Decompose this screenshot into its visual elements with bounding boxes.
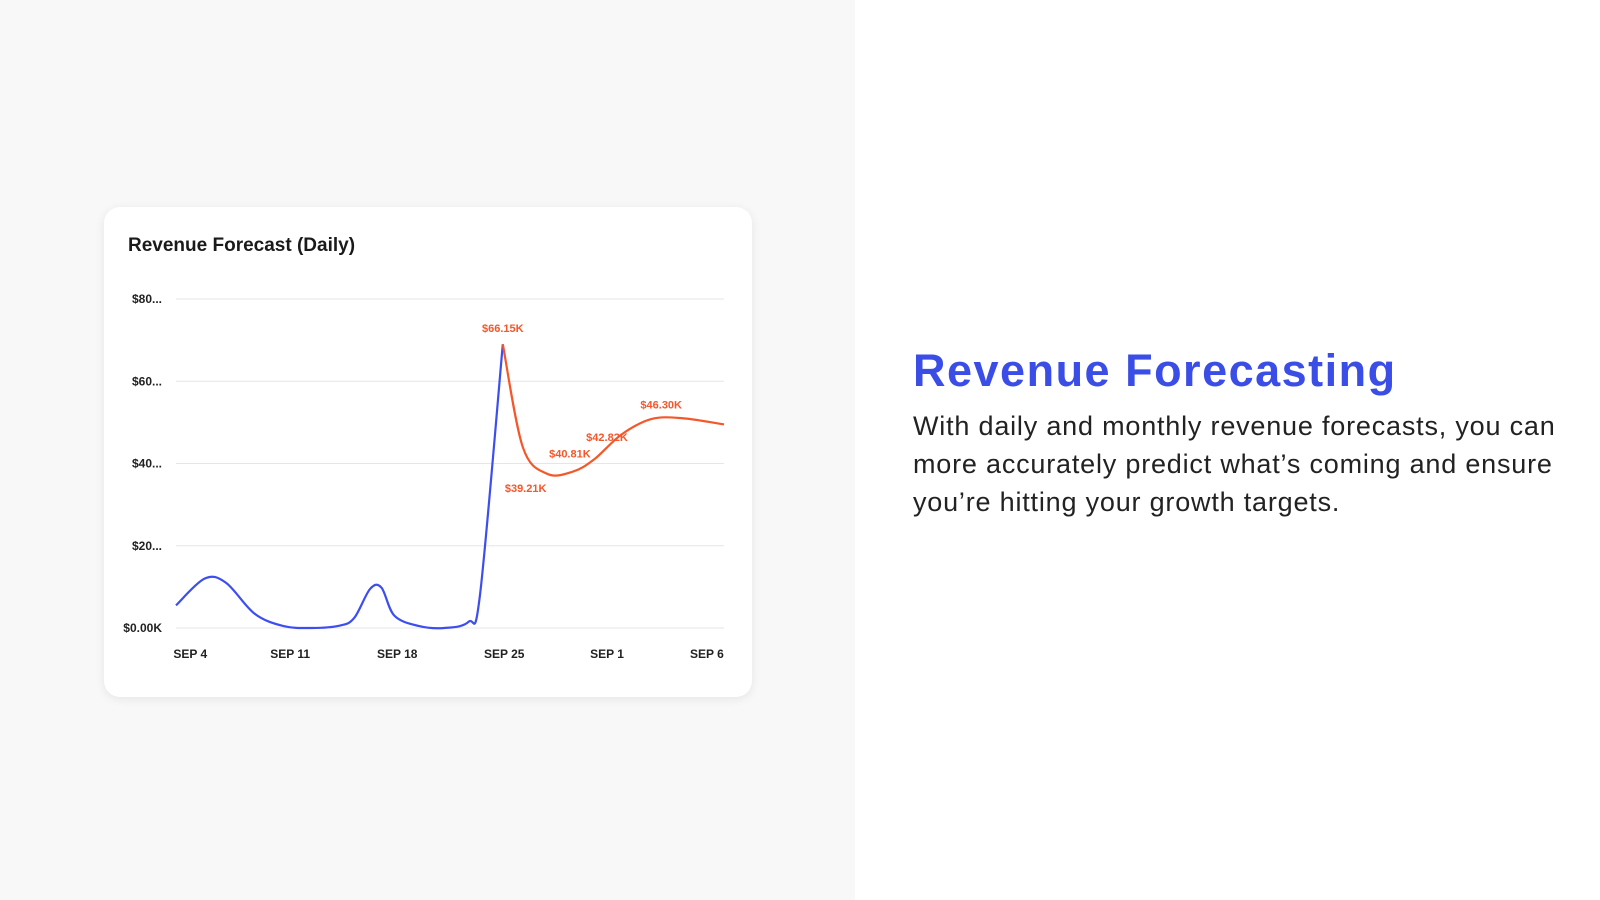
data-label: $40.81K [549, 449, 591, 461]
revenue-line-chart: $0.00K $20... $40... $60... $80... SEP 4 SEP 1… [123, 292, 725, 661]
data-label: $39.21K [505, 483, 547, 495]
feature-description: Revenue Forecasting With daily and month… [913, 345, 1573, 521]
y-tick-label: $20... [132, 539, 162, 553]
x-tick-label: SEP 18 [377, 647, 418, 661]
y-tick-label: $60... [132, 374, 162, 388]
x-tick-label: SEP 25 [484, 647, 525, 661]
x-tick-label: SEP 11 [270, 647, 310, 661]
left-panel: Revenue Forecast (Daily) $0.00K $20... $40… [104, 207, 752, 697]
feature-heading: Revenue Forecasting [913, 345, 1397, 396]
data-label: $42.82K [586, 432, 628, 444]
y-tick-label: $0.00K [123, 621, 162, 635]
y-tick-label: $40... [132, 457, 162, 471]
x-tick-label: SEP 4 [173, 647, 207, 661]
series-line-actual [175, 344, 504, 630]
y-tick-label: $80... [132, 292, 162, 306]
data-label: $66.15K [482, 323, 524, 335]
x-tick-label: SEP 6 [690, 647, 724, 661]
data-label: $46.30K [640, 399, 682, 411]
x-tick-label: SEP 1 [590, 647, 624, 661]
series-line-forecast [501, 344, 725, 477]
chart-card: Revenue Forecast (Daily) $0.00K $20... $40… [104, 207, 752, 697]
feature-body: With daily and monthly revenue forecasts… [913, 411, 1556, 517]
chart-title: Revenue Forecast (Daily) [128, 235, 356, 256]
